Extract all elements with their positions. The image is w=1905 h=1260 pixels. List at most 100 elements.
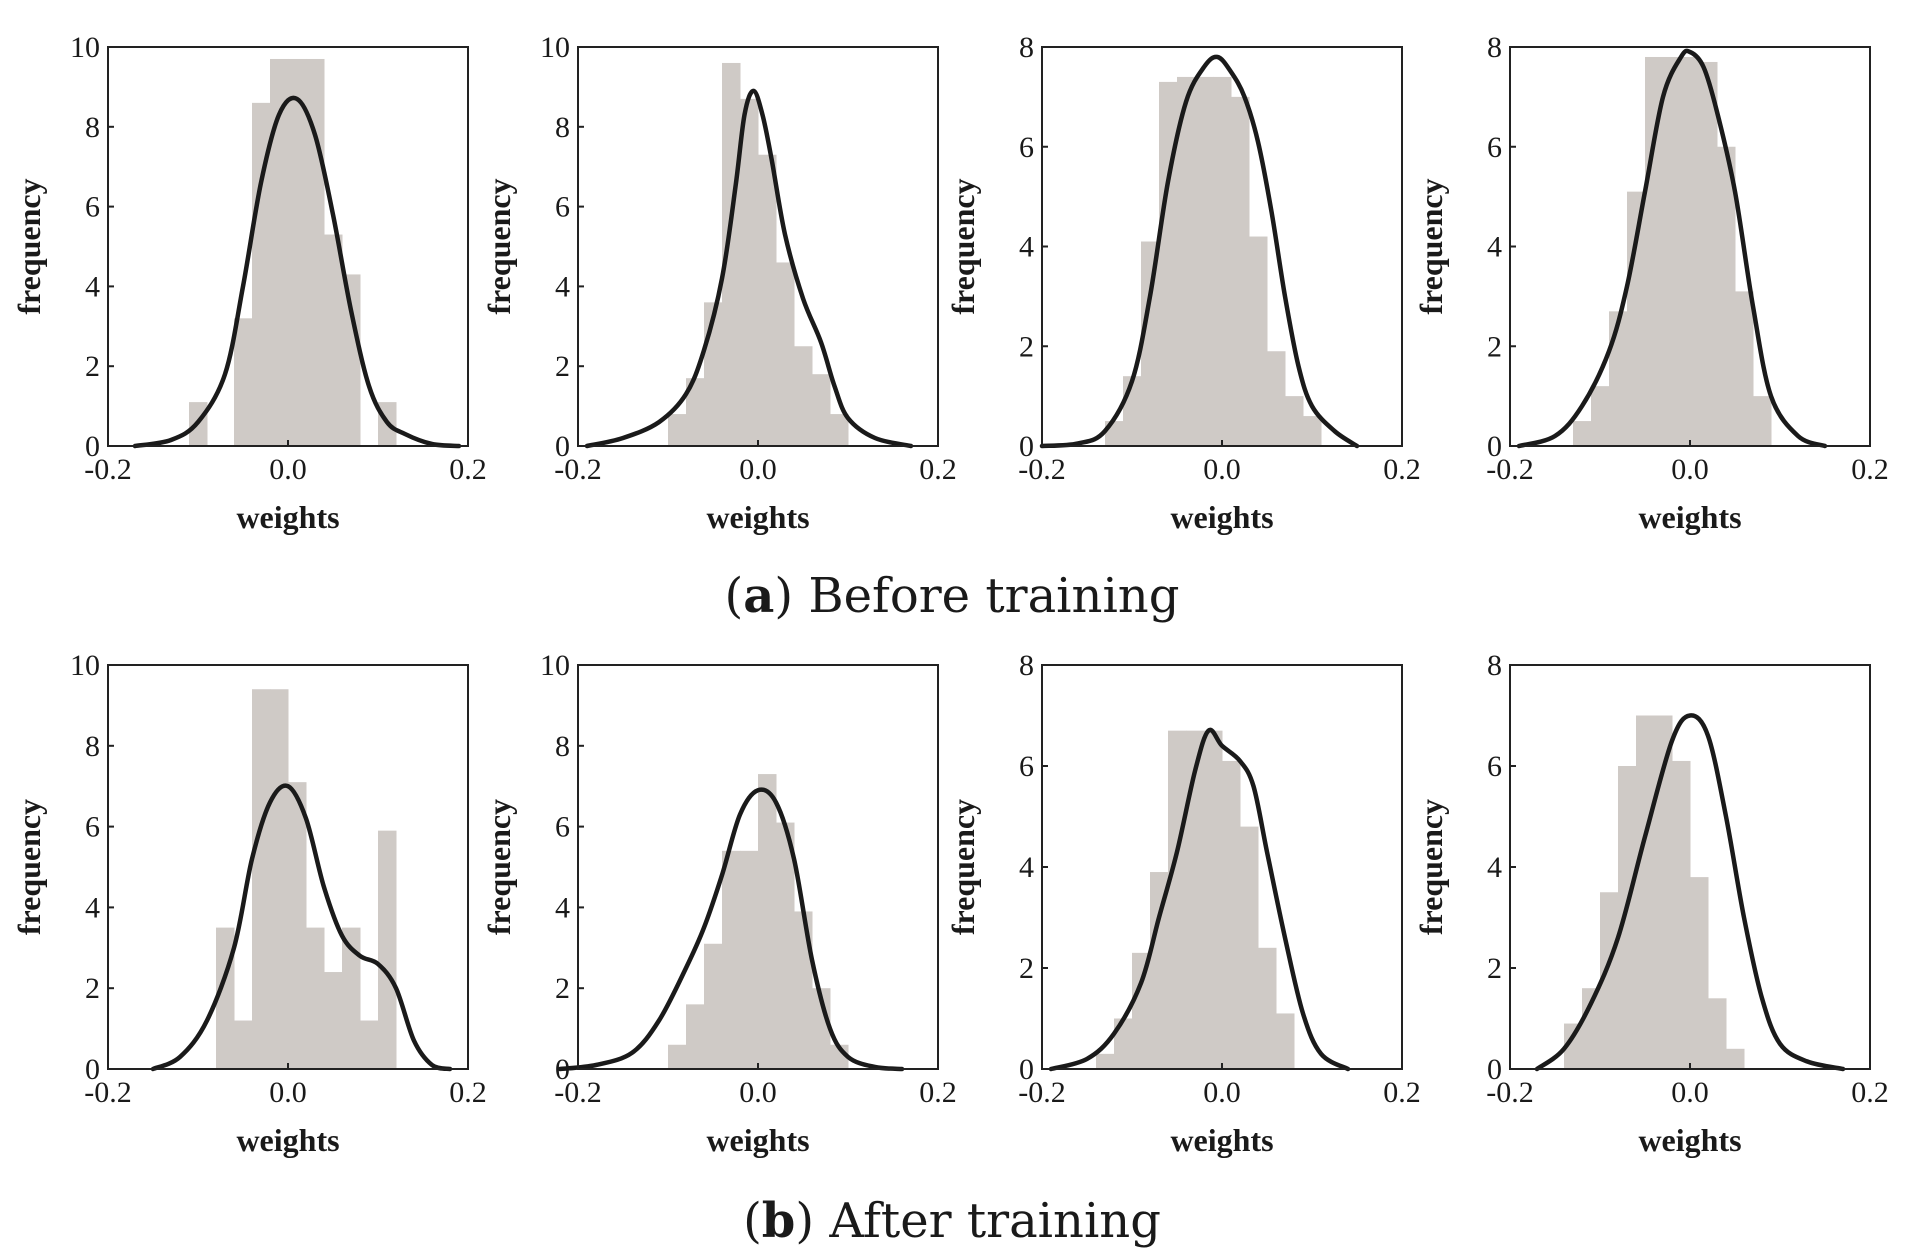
histogram-bar-a1-3 [270,58,289,446]
panel-a2: 0 2 4 6 8 10 -0.2 0.0 0.2 weights frequency [481,31,957,535]
y-tick-label-b2-2: 4 [555,891,570,924]
histogram-bar-b1-9 [378,830,397,1069]
x-axis-label-a2: weights [706,499,809,535]
y-tick-label-b3-3: 6 [1019,750,1034,783]
histogram-bar-a1-1 [234,318,253,446]
y-tick-label-b3-2: 4 [1019,851,1034,884]
histogram-bar-b2-3 [722,850,741,1069]
kde-curve-b1 [150,783,453,1072]
histogram-bar-a2-1 [686,378,705,446]
kde-curve-a3 [1039,54,1360,449]
caption-b: (b) After training [743,1193,1161,1249]
x-tick-label-a4-2: 0.2 [1851,453,1889,486]
histogram-bar-a3-8 [1249,236,1268,446]
y-axis-label-a3: frequency [945,178,981,314]
histogram-bar-b3-2 [1132,952,1151,1069]
y-tick-label-a2-5: 10 [540,31,570,64]
x-tick-label-b2-1: 0.0 [739,1076,777,1109]
x-tick-label-b2-2: 0.2 [919,1076,957,1109]
histogram-bar-a3-3 [1159,81,1178,446]
y-tick-label-a4-4: 8 [1487,31,1502,64]
y-axis-label-a4: frequency [1413,178,1449,314]
histogram-bar-b4-7 [1690,877,1709,1069]
x-tick-label-a1-2: 0.2 [449,453,487,486]
histogram-bar-b1-5 [306,927,325,1069]
kde-curve-a2 [584,88,914,449]
kde-curve-a4 [1516,48,1828,449]
y-tick-label-a1-2: 4 [85,270,100,303]
y-axis-label-b3: frequency [945,799,981,935]
y-tick-label-a2-4: 8 [555,111,570,144]
histogram-bar-b4-0 [1564,1023,1583,1069]
histogram-bar-a4-9 [1735,291,1754,446]
y-tick-label-a1-0: 0 [85,430,100,463]
histogram-bar-a1-4 [288,58,307,446]
histogram-bar-b4-9 [1726,1048,1745,1069]
y-tick-label-b1-4: 8 [85,730,100,763]
histogram-bar-a3-4 [1177,76,1196,447]
histogram-bar-b3-0 [1096,1053,1115,1069]
y-tick-label-b1-1: 2 [85,972,100,1005]
kde-curve-a1 [132,95,462,449]
y-tick-label-b2-0: 0 [555,1053,570,1086]
y-tick-label-b3-1: 2 [1019,952,1034,985]
y-tick-label-a3-1: 2 [1019,330,1034,363]
histogram-bar-b4-5 [1654,715,1673,1069]
histogram-bar-a1-2 [252,102,271,447]
histogram-bar-b2-5 [758,774,777,1069]
kde-curve-b4 [1534,713,1846,1072]
y-tick-label-b2-4: 8 [555,730,570,763]
histogram-bar-b3-10 [1276,1013,1295,1069]
x-tick-label-b4-1: 0.0 [1671,1076,1709,1109]
histogram-bar-b3-7 [1222,760,1241,1069]
histogram-bar-a2-5 [758,154,777,447]
panel-b4: 0 2 4 6 8 -0.2 0.0 0.2 weights frequency [1413,649,1889,1158]
x-tick-label-b2-0: -0.2 [554,1076,602,1109]
x-tick-label-a3-0: -0.2 [1018,453,1066,486]
y-tick-label-b4-3: 6 [1487,750,1502,783]
x-tick-label-a1-0: -0.2 [84,453,132,486]
histogram-bar-b3-4 [1168,730,1187,1069]
histogram-bar-b1-4 [288,782,307,1069]
panel-a3: 0 2 4 6 8 -0.2 0.0 0.2 weights frequency [945,31,1421,535]
histogram-bar-b1-6 [324,972,343,1069]
histogram-bar-b4-4 [1636,715,1655,1069]
y-tick-label-a3-0: 0 [1019,430,1034,463]
histogram-bar-a3-9 [1267,351,1286,446]
histogram-bar-a3-7 [1231,96,1250,446]
histogram-bar-a4-7 [1699,61,1718,447]
y-axis-label-b4: frequency [1413,799,1449,935]
x-tick-label-a2-2: 0.2 [919,453,957,486]
histogram-bar-a3-10 [1285,396,1304,446]
y-tick-label-b2-3: 6 [555,811,570,844]
x-tick-label-a3-2: 0.2 [1383,453,1421,486]
caption-a: (a) Before training [725,568,1180,624]
histogram-bar-a4-2 [1609,311,1628,446]
y-tick-label-b3-0: 0 [1019,1053,1034,1086]
y-axis-label-a2: frequency [481,178,517,314]
histogram-bar-a4-6 [1681,56,1700,446]
y-tick-label-b2-1: 2 [555,972,570,1005]
y-tick-label-a1-3: 6 [85,191,100,224]
histogram-bar-b4-8 [1708,998,1727,1069]
histogram-bar-b4-3 [1618,766,1637,1069]
x-tick-label-a1-1: 0.0 [269,453,307,486]
y-tick-label-a4-0: 0 [1487,430,1502,463]
kde-curve-b2 [557,787,905,1072]
y-tick-label-a3-4: 8 [1019,31,1034,64]
x-tick-label-b3-2: 0.2 [1383,1076,1421,1109]
histogram-bar-b1-3 [270,689,289,1069]
histogram-bar-b4-6 [1672,760,1691,1069]
histogram-bar-b2-0 [668,1044,687,1069]
histogram-bar-a4-0 [1573,421,1592,446]
histogram-bar-a1-7 [342,274,361,446]
histogram-bar-b3-8 [1240,826,1259,1069]
y-tick-label-b1-5: 10 [70,649,100,682]
panel-b2: 0 2 4 6 8 10 -0.2 0.0 0.2 weights frequency [481,649,957,1158]
y-tick-label-b2-5: 10 [540,649,570,682]
histogram-bar-a3-11 [1303,416,1322,446]
panel-a1: 0 2 4 6 8 10 -0.2 0.0 0.2 weights frequency [11,31,487,535]
histogram-bar-b3-6 [1204,730,1223,1069]
histogram-bar-b1-7 [342,927,361,1069]
